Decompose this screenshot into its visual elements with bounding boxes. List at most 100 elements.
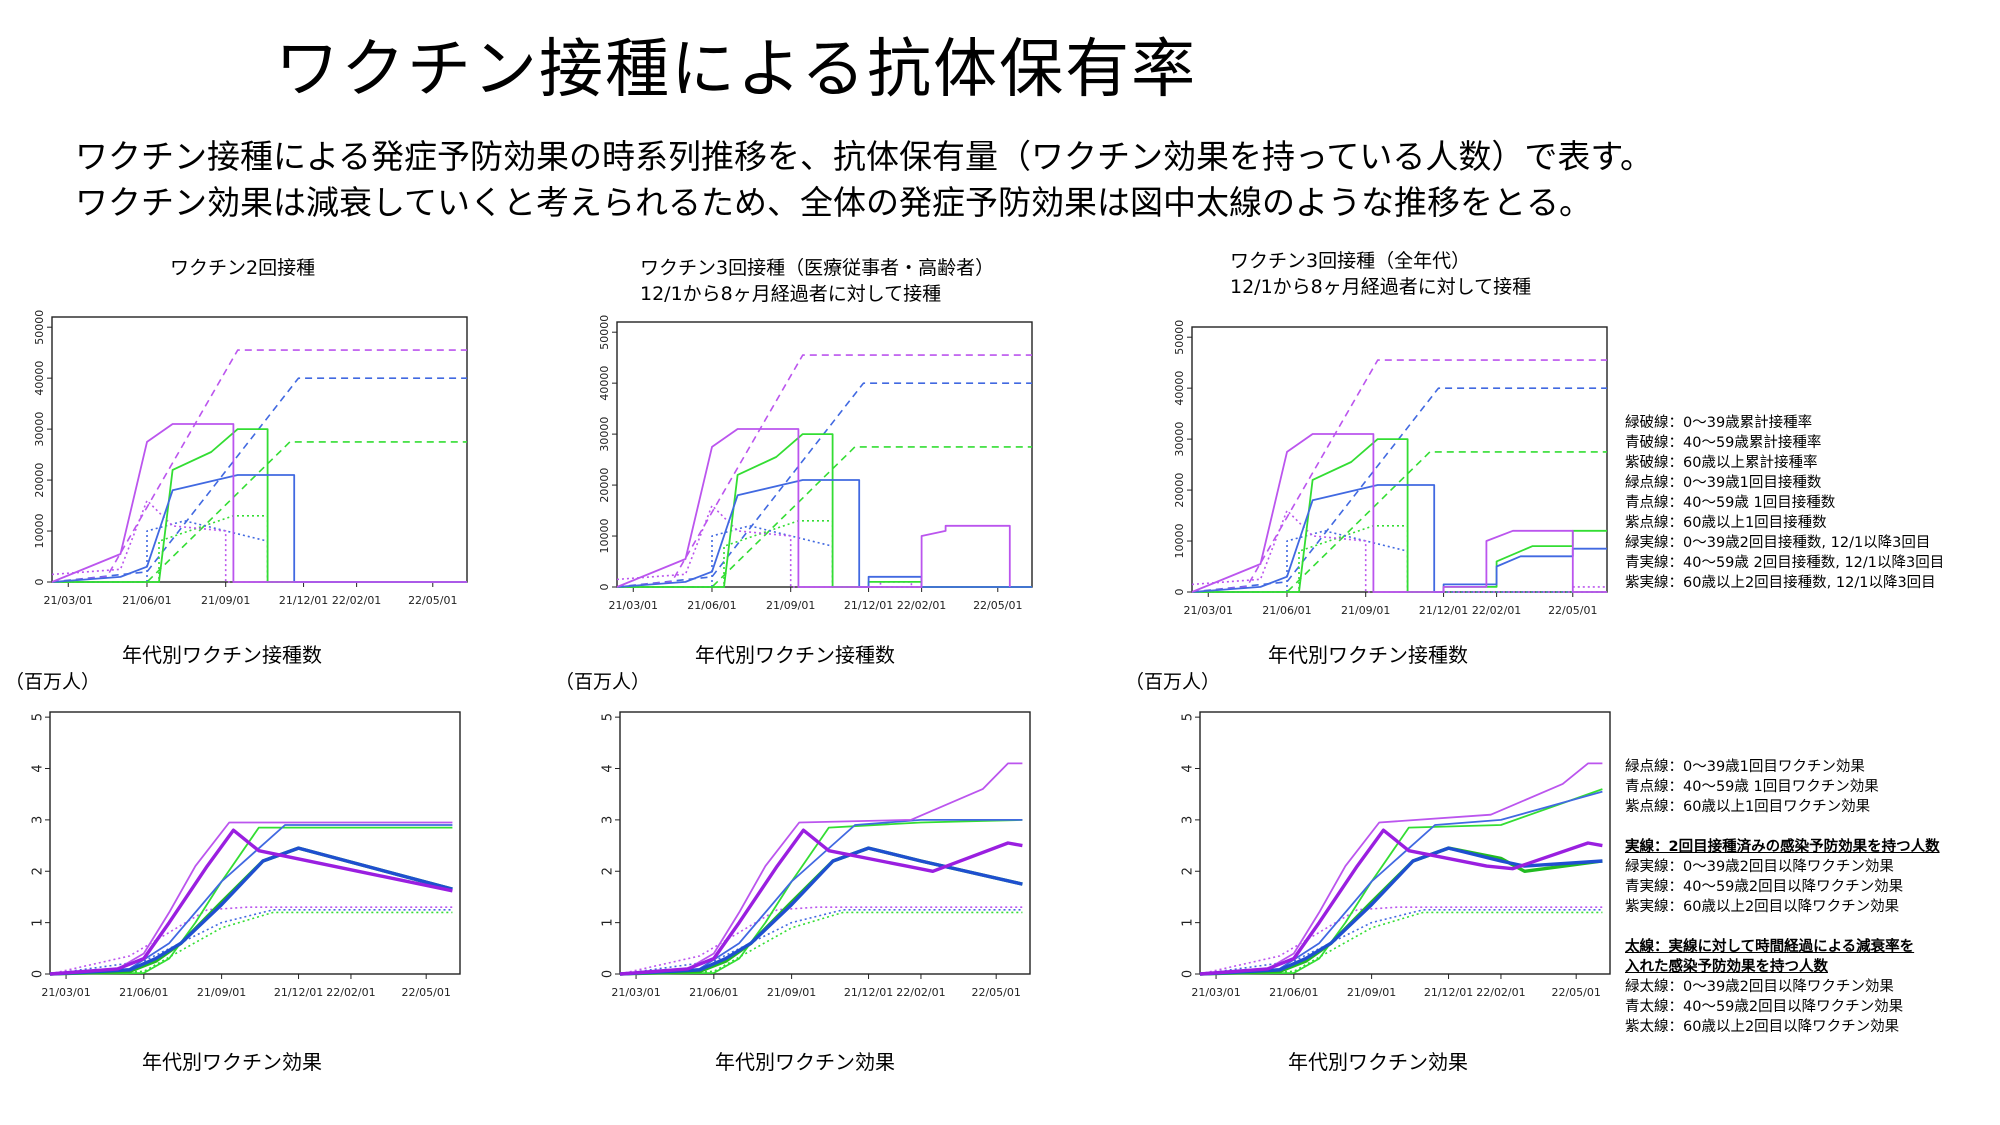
x-tick-label: 22/05/01 [971,986,1020,999]
y-tick-label: 1 [601,918,616,926]
x-tick-label: 21/12/01 [279,594,328,607]
x-tick-label: 22/05/01 [401,986,450,999]
x-tick-label: 21/03/01 [41,986,90,999]
x-tick-label: 22/05/01 [1551,986,1600,999]
series-green-solid [1199,788,1603,975]
series-blue-dotted [619,909,1023,975]
x-tick-label: 21/09/01 [1347,986,1396,999]
plot-frame [49,711,461,975]
y-tick-label: 50000 [598,315,611,350]
description-line-2: ワクチン効果は減衰していくと考えられるため、全体の発症予防効果は図中太線のような… [75,183,1593,222]
legend-item: 紫実線：60歳以上2回目接種数, 12/1以降3回目 [1625,575,1936,591]
y-tick-label: 3 [1181,816,1196,824]
y-tick-label: 2 [31,867,46,875]
legend-item: 青点線：40～59歳 1回目ワクチン効果 [1625,779,1879,795]
legend-item: 緑破線：0～39歳累計接種率 [1625,415,1813,431]
y-tick-label: 5 [601,713,616,721]
y-tick-label: 2 [1181,867,1196,875]
series-thick_blue-thick [1199,846,1603,976]
x-tick-label: 22/02/01 [896,986,945,999]
x-tick-label: 21/06/01 [1269,986,1318,999]
x-tick-label: 21/09/01 [767,986,816,999]
x-tick-label: 21/12/01 [1424,986,1473,999]
series-purple-solid [1199,762,1603,975]
y-tick-label: 3 [601,816,616,824]
series-thick_purple-thick [619,828,1023,976]
panel-3-title-line-1: ワクチン3回接種（全年代） [1230,250,1471,272]
series-blue-dotted [52,520,467,583]
x-tick-label: 21/12/01 [844,599,893,612]
y-tick-label: 0 [31,970,46,978]
y-tick-label: 10000 [598,519,611,554]
series-green-solid [1192,438,1607,593]
legend-item: 青実線：40～59歳 2回目接種数, 12/1以降3回目 [1625,555,1945,571]
series-green-dashed [52,441,467,583]
x-tick-label: 21/06/01 [1262,604,1311,617]
panel-3-title-line-2: 12/1から8ヶ月経過者に対して接種 [1230,276,1532,298]
series-purple-dashed [51,349,467,583]
series-green-dotted [619,911,1023,975]
series-purple-solid [51,423,467,583]
plot-frame [1191,326,1608,593]
series-blue-dotted [49,909,453,975]
legend-heading-thick-2: 入れた感染予防効果を持つ人数 [1625,959,1828,975]
x-tick-label: 22/02/01 [332,594,381,607]
series-purple-dotted [619,906,1023,975]
x-tick-label: 21/06/01 [689,986,738,999]
x-tick-label: 22/02/01 [1476,986,1525,999]
series-blue-solid [51,474,467,583]
y-tick-label: 1 [31,918,46,926]
series-thick_purple-thick [49,828,453,976]
y-tick-label: 30000 [1173,422,1186,457]
x-tick-label: 22/05/01 [973,599,1022,612]
series-thick_green-thick [619,846,1023,976]
x-tick-label: 21/06/01 [122,594,171,607]
x-tick-label: 21/03/01 [1184,604,1233,617]
plot-frame [616,321,1033,588]
panel-1-title-line-1: ワクチン2回接種 [170,257,316,279]
unit-label-1: （百万人） [5,671,101,693]
series-green-dotted [1199,911,1603,975]
series-purple-solid [616,428,1011,588]
series-purple-dotted [1191,509,1607,593]
series-thick_green-thick [49,846,453,976]
panel-2-title-line-1: ワクチン3回接種（医療従事者・高齢者） [640,257,995,279]
series-green-dashed [1192,451,1607,593]
y-tick-label: 20000 [33,463,46,498]
x-tick-label: 21/06/01 [119,986,168,999]
doses-chart-1: 0 10000 20000 30000 40000 50000 21/03/01 21/06/… [33,310,468,607]
y-tick-label: 5 [1181,713,1196,721]
legend-item: 青太線：40～59歳2回目以降ワクチン効果 [1625,999,1904,1015]
y-tick-label: 5 [31,713,46,721]
series-purple-dotted [616,504,1032,588]
legend-bottom: 緑点線：0～39歳1回目ワクチン効果 青点線：40～59歳 1回目ワクチン効果 … [1625,757,1940,1037]
legend-item: 紫太線：60歳以上2回目以降ワクチン効果 [1625,1019,1900,1035]
y-tick-label: 50000 [1173,320,1186,355]
panel-1-title: ワクチン2回接種 [170,255,315,281]
y-tick-label: 30000 [598,417,611,452]
x-tick-label: 22/02/01 [897,599,946,612]
series-purple-dotted [49,906,453,975]
x-tick-label: 21/12/01 [274,986,323,999]
y-tick-label: 40000 [33,361,46,396]
y-tick-label: 0 [1181,970,1196,978]
series-green-dotted [617,520,1032,588]
series-blue-dotted [1192,530,1607,593]
y-tick-label: 4 [601,764,616,772]
series-thick_blue-thick [49,846,453,976]
effect-caption-3: 年代別ワクチン効果 [1288,1050,1468,1074]
unit-label-3: （百万人） [1125,671,1221,693]
y-tick-label: 1 [1181,918,1196,926]
plot-frame [1199,711,1611,975]
legend-item: 紫点線：60歳以上1回目ワクチン効果 [1625,799,1871,815]
series-purple-solid [619,762,1023,975]
series-purple-dotted [1199,906,1603,975]
legend-item: 紫破線：60歳以上累計接種率 [1625,455,1818,471]
series-blue-dotted [1199,909,1603,975]
series-thick_purple-thick [1199,828,1603,976]
panel-2-title-line-2: 12/1から8ヶ月経過者に対して接種 [640,283,942,305]
panel-3-title: ワクチン3回接種（全年代） 12/1から8ヶ月経過者に対して接種 [1230,248,1531,300]
y-tick-label: 0 [33,579,46,586]
